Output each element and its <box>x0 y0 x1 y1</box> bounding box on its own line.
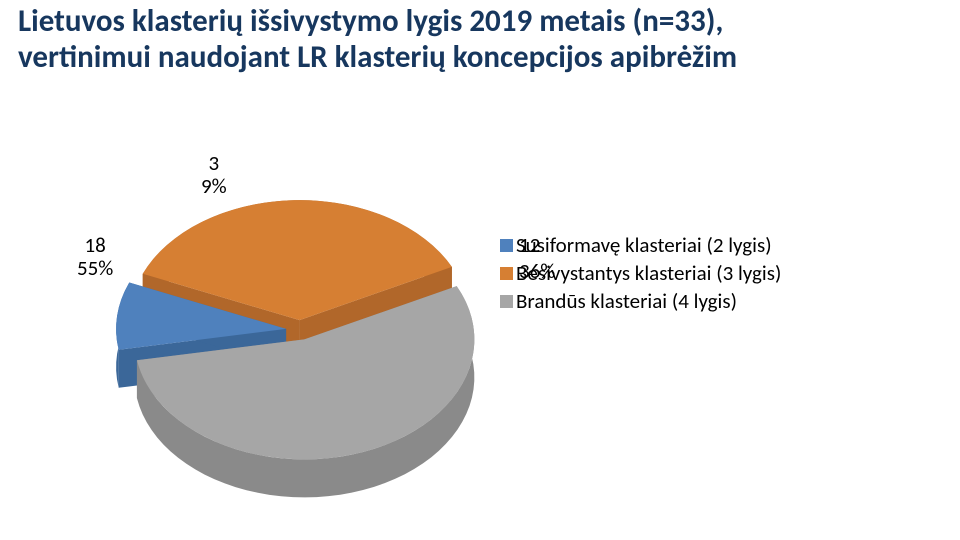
slice-label-top-count: 3 <box>209 150 220 176</box>
slice-label-top: 3 9% <box>201 152 227 198</box>
legend-swatch-icon <box>500 295 513 308</box>
legend-swatch-icon <box>500 239 513 252</box>
legend-item-label: Besivystantys klasteriai (3 lygis) <box>516 260 781 286</box>
legend-item: Brandūs klasteriai (4 lygis) <box>500 288 781 314</box>
title-line-2: vertinimui naudojant LR klasterių koncep… <box>18 38 737 76</box>
page-title: Lietuvos klasterių išsivystymo lygis 201… <box>18 4 948 75</box>
legend-item: Besivystantys klasteriai (3 lygis) <box>500 260 781 286</box>
legend: Susiformavę klasteriai (2 lygis) Besivys… <box>500 232 781 316</box>
slice-label-left: 18 55% <box>77 234 113 280</box>
legend-item-label: Brandūs klasteriai (4 lygis) <box>516 288 737 314</box>
legend-swatch-icon <box>500 267 513 280</box>
pie-chart <box>100 140 500 520</box>
slice-label-left-count: 18 <box>85 232 106 258</box>
slice-label-left-pct: 55% <box>77 255 113 281</box>
legend-item-label: Susiformavę klasteriai (2 lygis) <box>516 232 772 258</box>
pie-chart-svg <box>100 140 500 520</box>
legend-item: Susiformavę klasteriai (2 lygis) <box>500 232 781 258</box>
title-line-1: Lietuvos klasterių išsivystymo lygis 201… <box>18 2 723 40</box>
slice-label-top-pct: 9% <box>201 173 227 199</box>
